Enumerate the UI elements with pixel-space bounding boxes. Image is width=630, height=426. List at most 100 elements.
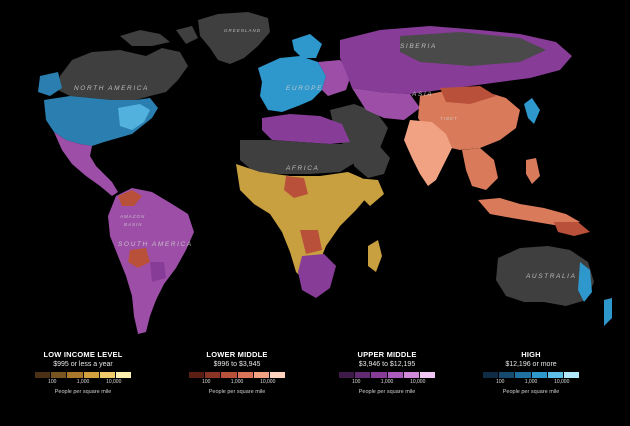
legend-swatch	[547, 372, 564, 378]
label-amazon: AMAZON	[119, 214, 145, 219]
legend-swatch	[269, 372, 286, 378]
legend-swatch	[221, 372, 238, 378]
legend-range: $12,196 or more	[505, 361, 557, 368]
nigeria-lower-middle	[284, 176, 308, 198]
label-africa: AFRICA	[285, 165, 319, 172]
legend-title: UPPER MIDDLE	[357, 350, 417, 359]
canada-landmass	[58, 48, 188, 100]
north-africa	[262, 114, 350, 144]
label-asia: ASIA	[411, 91, 433, 98]
legend-tick: 100	[48, 379, 57, 385]
usa-dense-east	[118, 104, 150, 130]
legend-swatch	[483, 372, 500, 378]
legend-swatch	[83, 372, 100, 378]
horn-of-africa	[356, 178, 384, 206]
legend-lower-middle: LOWER MIDDLE $996 to $3,945 100 1,000 10…	[172, 350, 302, 395]
legend-swatch	[499, 372, 516, 378]
greenland-landmass	[198, 12, 270, 64]
philippines	[526, 158, 540, 184]
legend-swatch	[253, 372, 270, 378]
legend-tick: 1,000	[380, 379, 394, 385]
legend-swatch	[387, 372, 404, 378]
south-america-landmass	[108, 188, 194, 334]
income-legend: LOW INCOME LEVEL $995 or less a year 100…	[0, 350, 630, 426]
angola-region	[300, 230, 322, 254]
australia-coast-east	[578, 262, 592, 302]
legend-title: LOWER MIDDLE	[206, 350, 268, 359]
legend-swatch	[419, 372, 436, 378]
legend-swatch	[189, 372, 206, 378]
legend-swatch	[35, 372, 52, 378]
legend-tick: 1,000	[76, 379, 90, 385]
legend-color-bar	[339, 372, 436, 378]
legend-tick: 100	[202, 379, 211, 385]
label-basin: BASIN	[124, 222, 143, 227]
legend-tick: 1,000	[524, 379, 538, 385]
australia-landmass	[496, 246, 594, 306]
legend-unit: People per square mile	[358, 389, 416, 395]
bolivia-lower-middle	[128, 248, 150, 268]
legend-unit: People per square mile	[54, 389, 112, 395]
legend-ticks: 100 1,000 10,000	[339, 379, 435, 387]
label-south-america: SOUTH AMERICA	[118, 241, 193, 248]
new-zealand	[604, 298, 612, 326]
legend-title: HIGH	[521, 350, 541, 359]
legend-swatch	[51, 372, 68, 378]
legend-upper-middle: UPPER MIDDLE $3,946 to $12,195 100 1,000…	[322, 350, 452, 395]
legend-tick: 100	[496, 379, 505, 385]
world-map: GREENLAND NORTH AMERICA EUROPE SIBERIA A…	[38, 12, 612, 334]
alaska	[38, 72, 62, 96]
legend-range: $996 to $3,945	[213, 361, 261, 368]
legend-high-income: HIGH $12,196 or more 100 1,000 10,000 Pe…	[466, 350, 596, 395]
legend-color-bar	[35, 372, 132, 378]
legend-unit: People per square mile	[502, 389, 560, 395]
india-landmass	[404, 120, 452, 186]
legend-low-income: LOW INCOME LEVEL $995 or less a year 100…	[18, 350, 148, 395]
legend-ticks: 100 1,000 10,000	[483, 379, 579, 387]
sahel-region	[236, 164, 368, 282]
central-asia	[352, 88, 420, 120]
label-australia: AUSTRALIA	[525, 273, 577, 280]
legend-unit: People per square mile	[208, 389, 266, 395]
legend-tick: 100	[352, 379, 361, 385]
label-europe: EUROPE	[286, 85, 323, 92]
legend-tick: 10,000	[410, 379, 426, 385]
legend-swatch	[339, 372, 356, 378]
legend-swatch	[515, 372, 532, 378]
siberia-dark	[400, 32, 546, 66]
sahara-region	[240, 140, 356, 174]
label-siberia: SIBERIA	[400, 43, 437, 50]
legend-ticks: 100 1,000 10,000	[35, 379, 131, 387]
legend-range: $995 or less a year	[53, 361, 113, 368]
legend-swatch	[355, 372, 372, 378]
legend-swatch	[237, 372, 254, 378]
paraguay-region	[150, 262, 166, 282]
label-north-america: NORTH AMERICA	[74, 85, 149, 92]
legend-tick: 10,000	[554, 379, 570, 385]
venezuela-lower-middle	[118, 190, 142, 206]
legend-swatch	[531, 372, 548, 378]
scandinavia	[292, 34, 322, 58]
legend-swatch	[371, 372, 388, 378]
mexico-landmass	[54, 132, 118, 196]
legend-swatch	[563, 372, 580, 378]
legend-ticks: 100 1,000 10,000	[189, 379, 285, 387]
southeast-asia	[462, 148, 498, 190]
europe-landmass	[258, 56, 326, 112]
korea-japan	[524, 98, 540, 124]
label-greenland: GREENLAND	[224, 28, 261, 33]
legend-swatch	[115, 372, 132, 378]
papua-new-guinea	[554, 222, 590, 236]
legend-swatch	[67, 372, 84, 378]
legend-title: LOW INCOME LEVEL	[43, 350, 123, 359]
legend-swatch	[205, 372, 222, 378]
indonesia	[478, 198, 580, 226]
label-tibet: TIBET	[440, 116, 458, 121]
legend-tick: 10,000	[106, 379, 122, 385]
southern-africa	[298, 254, 336, 298]
legend-color-bar	[483, 372, 580, 378]
legend-range: $3,946 to $12,195	[358, 361, 416, 368]
eastern-europe	[318, 60, 352, 96]
madagascar	[368, 240, 382, 272]
arctic-islands	[120, 26, 198, 46]
